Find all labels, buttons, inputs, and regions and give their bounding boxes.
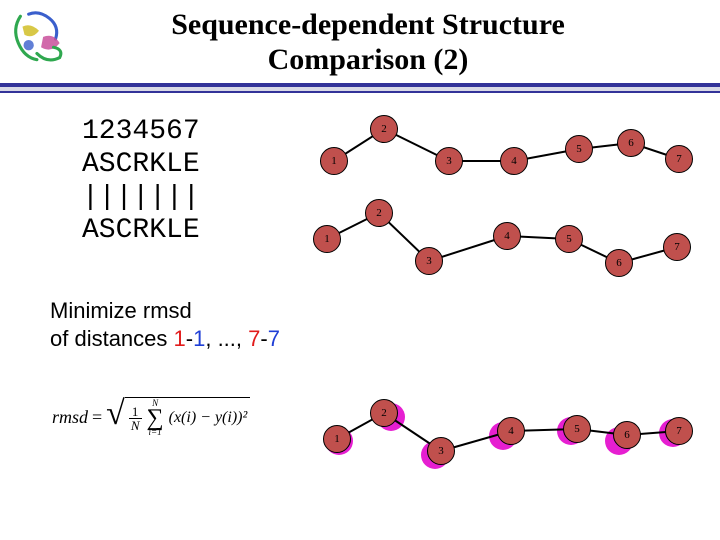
title-underline xyxy=(0,83,720,97)
chain-node-5: 5 xyxy=(563,415,591,443)
chain-node-3: 3 xyxy=(427,437,455,465)
chain-node-4: 4 xyxy=(497,417,525,445)
slide-title: Sequence-dependent Structure Comparison … xyxy=(76,8,720,77)
chain-node-7: 7 xyxy=(665,417,693,445)
rmsd-formula: rmsd = √ 1 N N ∑ i=1 (x(i) − y(i))² xyxy=(52,397,250,437)
protein-logo xyxy=(8,8,70,70)
sequence-alignment: 1234567ASCRKLE|||||||ASCRKLE xyxy=(82,115,200,247)
minimize-caption: Minimize rmsd of distances 1-1, ..., 7-7 xyxy=(50,297,280,352)
seq-line-0: 1234567 xyxy=(82,115,200,148)
title-line1: Sequence-dependent Structure xyxy=(171,8,565,41)
chain-node-1: 1 xyxy=(323,425,351,453)
title-line2: Comparison (2) xyxy=(268,43,469,76)
minimize-line2: of distances 1-1, ..., 7-7 xyxy=(50,325,280,353)
chain-node-2: 2 xyxy=(370,399,398,427)
structure-diagram: 123456712345671234567 xyxy=(305,107,695,477)
seq-line-1: ASCRKLE xyxy=(82,148,200,181)
chain-node-6: 6 xyxy=(613,421,641,449)
seq-line-3: ASCRKLE xyxy=(82,214,200,247)
rmsd-label: rmsd xyxy=(52,407,88,428)
seq-line-2: ||||||| xyxy=(82,181,200,214)
minimize-line1: Minimize rmsd xyxy=(50,297,280,325)
